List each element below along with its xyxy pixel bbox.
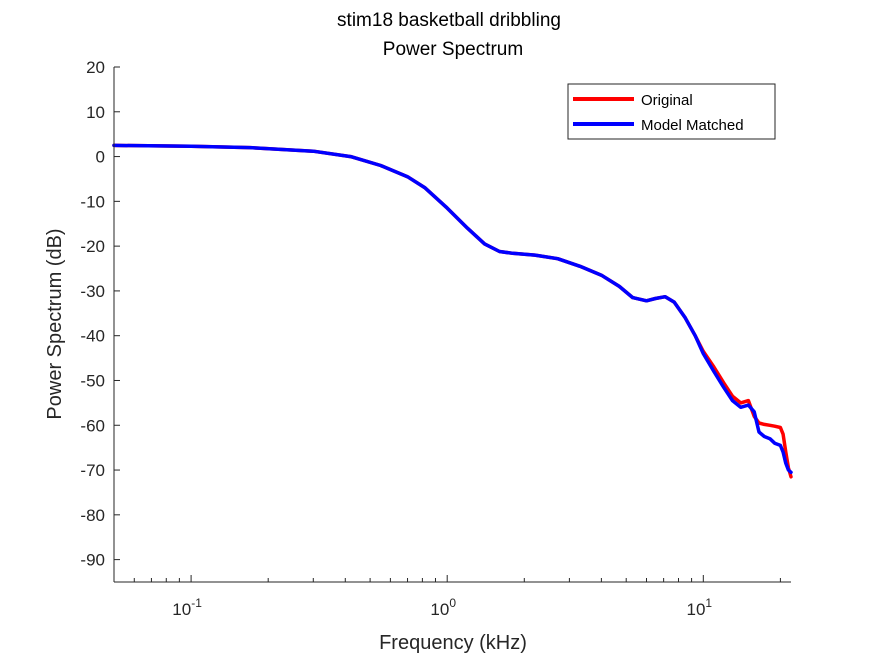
y-tick-label: -60 — [80, 416, 105, 435]
y-tick-label: 20 — [86, 58, 105, 77]
y-tick-label: -80 — [80, 506, 105, 525]
plot-area — [114, 67, 791, 582]
y-tick-label: -20 — [80, 237, 105, 256]
chart-title-line-1: stim18 basketball dribbling — [337, 10, 561, 31]
x-axis-label: Frequency (kHz) — [379, 632, 527, 654]
legend-box — [567, 83, 776, 140]
series-line-model-matched — [112, 143, 793, 475]
chart-title-line-2: Power Spectrum — [383, 39, 523, 60]
legend-label-model-matched: Model Matched — [641, 117, 744, 134]
y-tick-label: -10 — [80, 192, 105, 211]
x-tick-label: 10-1 — [172, 596, 202, 619]
x-tick-label: 100 — [430, 596, 456, 619]
legend-label-original: Original — [641, 92, 693, 109]
x-tick-label: 101 — [686, 596, 712, 619]
y-tick-label: -40 — [80, 327, 105, 346]
y-ticks: 20 10 0 -10 -20 -30 -40 -50 -60 -70 -80 -90 — [80, 58, 120, 570]
y-tick-label: -30 — [80, 282, 105, 301]
y-tick-label: 10 — [86, 103, 105, 122]
y-axis-label: Power Spectrum (dB) — [44, 228, 66, 419]
x-ticks: 10-1 100 101 — [113, 575, 781, 619]
y-tick-label: -90 — [80, 551, 105, 570]
y-tick-label: 0 — [96, 148, 105, 167]
series-layer — [112, 143, 793, 479]
legend: Original Model Matched — [567, 83, 776, 140]
y-tick-label: -50 — [80, 371, 105, 390]
y-tick-label: -70 — [80, 461, 105, 480]
